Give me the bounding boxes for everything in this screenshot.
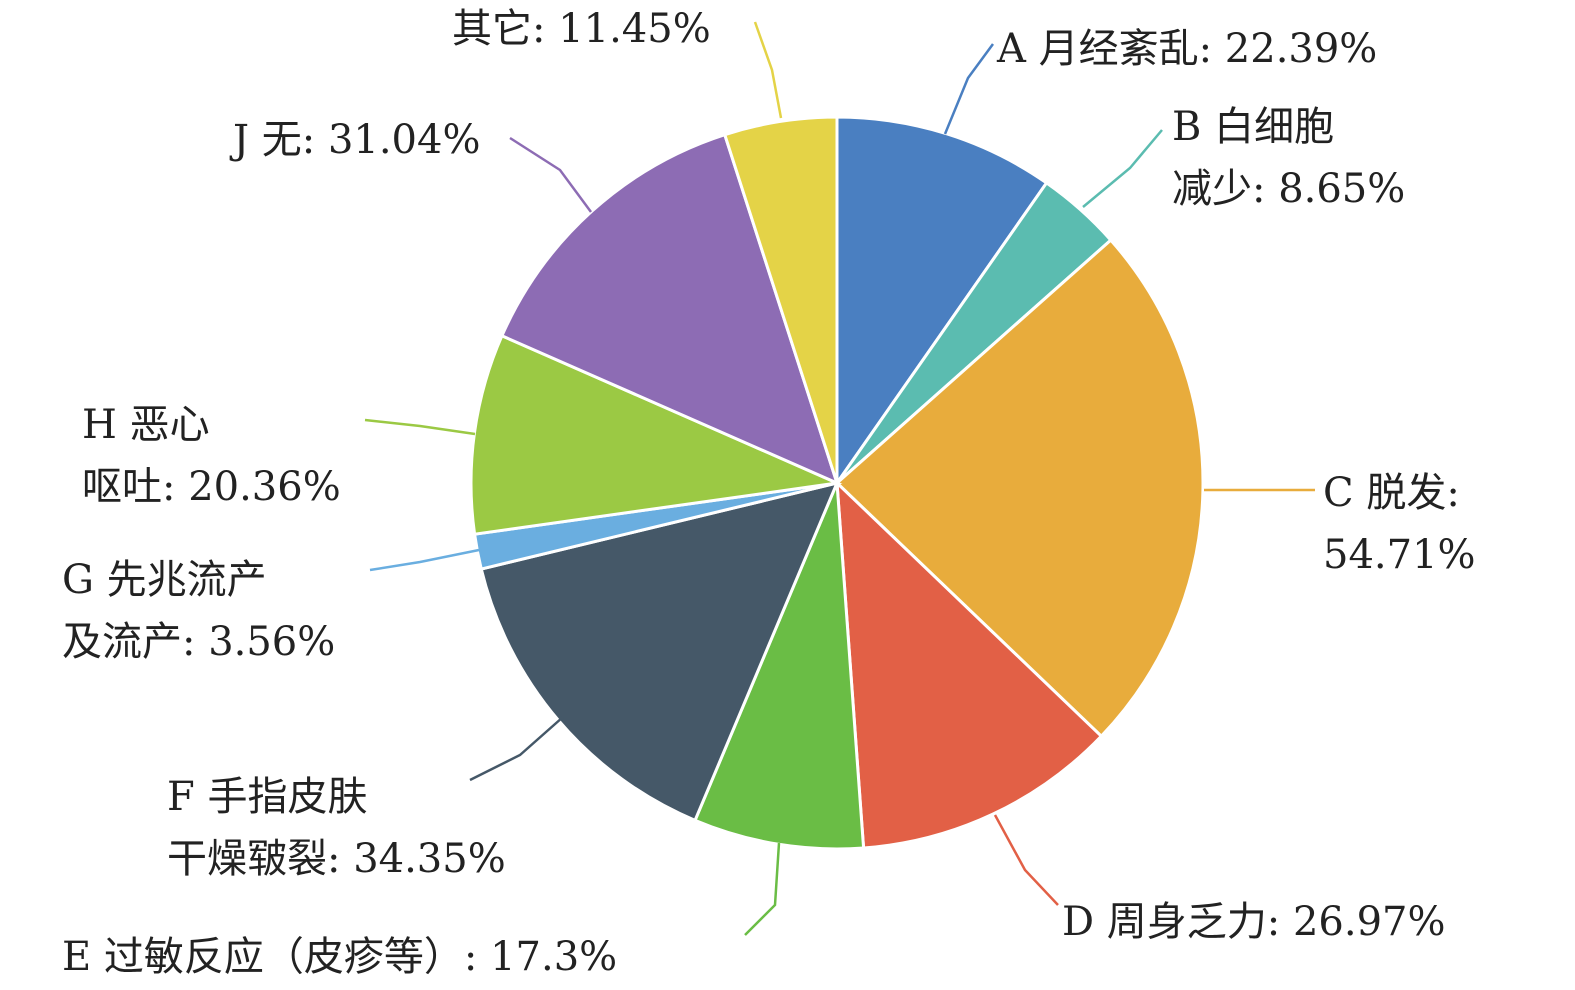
leader-line-7 xyxy=(369,548,480,572)
leader-line-8 xyxy=(364,418,476,436)
leader-line-2 xyxy=(1082,129,1163,208)
leader-line-4 xyxy=(993,814,1059,906)
leader-line-1 xyxy=(943,43,995,135)
slice-label-5: E 过敏反应（皮疹等）: 17.3% xyxy=(62,934,617,980)
slice-label-3: C 脱发: 54.71% xyxy=(1323,470,1476,578)
slice-label-7: G 先兆流产及流产: 3.56% xyxy=(62,557,335,665)
leader-line-10 xyxy=(753,21,783,119)
leader-line-9 xyxy=(509,136,593,213)
leader-line-5 xyxy=(744,842,781,936)
slice-label-9: J 无: 31.04% xyxy=(229,117,480,163)
pie-slices xyxy=(469,115,1205,851)
slice-label-2: B 白细胞减少: 8.65% xyxy=(1172,104,1405,212)
pie-slice-3 xyxy=(834,237,1205,739)
pie-slice-10 xyxy=(722,115,839,484)
slice-label-6: F 手指皮肤干燥皲裂: 34.35% xyxy=(167,774,506,882)
leader-line-6 xyxy=(469,716,564,782)
leader-lines xyxy=(364,21,1315,936)
slice-label-1: A 月经紊乱: 22.39% xyxy=(996,26,1377,72)
slice-label-4: D 周身乏力: 26.97% xyxy=(1062,899,1446,945)
pie-slice-1 xyxy=(835,115,1049,488)
pie-slice-4 xyxy=(835,479,1104,850)
slice-label-8: H 恶心呕吐: 20.36% xyxy=(82,402,341,510)
slice-label-10: 其它: 11.45% xyxy=(452,6,711,52)
slice-labels: A 月经紊乱: 22.39% B 白细胞减少: 8.65% C 脱发: 54.71% D… xyxy=(62,6,1476,980)
